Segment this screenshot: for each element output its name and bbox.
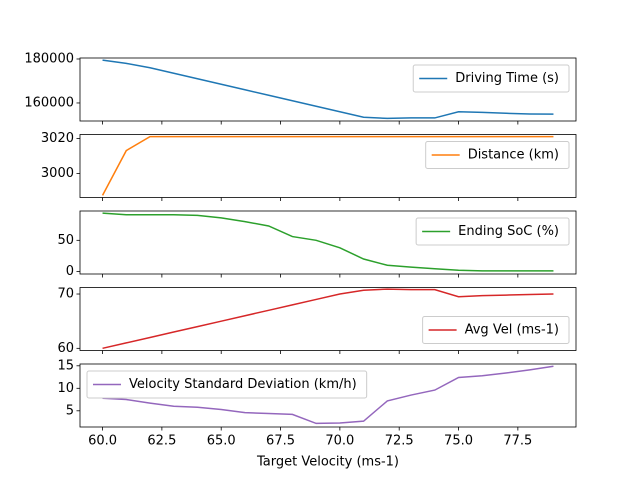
legend-box	[422, 316, 570, 344]
line	[102, 365, 554, 425]
legend-label: Velocity Standard Deviation (km/h)	[129, 377, 357, 392]
legend-box	[425, 141, 570, 169]
legend-box	[415, 217, 570, 246]
legend-label: Distance (km)	[468, 148, 559, 163]
legend-box	[412, 64, 570, 93]
y-tick-label: 50	[57, 233, 74, 248]
axes-frame	[79, 210, 577, 275]
subplot: 3000 3020 Distance (km)	[41, 131, 577, 201]
y-tick-label: 3000	[41, 166, 74, 181]
x-axis-label: Target Velocity (ms-1)	[256, 455, 399, 470]
legend: Driving Time (s)	[412, 64, 570, 93]
y-tick-label: 0	[66, 264, 74, 279]
legend-label: Ending SoC (%)	[458, 224, 559, 239]
subplot: 0 50 Ending SoC (%)	[57, 210, 577, 279]
x-tick-label: 60.0	[88, 434, 117, 449]
y-tick-label: 3020	[41, 131, 74, 146]
y-tick-label: 180000	[24, 51, 74, 66]
subplot: 160000 180000 Driving Time (s)	[24, 51, 577, 125]
y-tick-label: 70	[57, 287, 74, 302]
legend-box	[86, 370, 368, 399]
subplot: 5 10 15 60.0 62.5 65.0 67.5 70.0 72.5 75.0 77.5 Tar…	[57, 358, 577, 470]
y-tick-label: 15	[57, 358, 74, 373]
y-tick-label: 10	[57, 381, 74, 396]
legend: Avg Vel (ms-1)	[422, 316, 570, 344]
axes-frame	[79, 363, 577, 428]
x-tick-label: 75.0	[444, 434, 473, 449]
x-tick-label: 77.5	[503, 434, 532, 449]
legend-label: Avg Vel (ms-1)	[465, 323, 559, 338]
line	[102, 59, 554, 120]
x-tick-label: 67.5	[266, 434, 295, 449]
axes-frame	[79, 57, 577, 122]
line	[102, 212, 554, 272]
line	[102, 288, 554, 350]
legend: Velocity Standard Deviation (km/h)	[86, 370, 368, 399]
legend: Ending SoC (%)	[415, 217, 570, 246]
x-tick-label: 65.0	[207, 434, 236, 449]
axes-frame	[79, 134, 577, 198]
y-tick-label: 60	[57, 341, 74, 356]
y-tick-label: 160000	[24, 95, 74, 110]
x-tick-label: 72.5	[385, 434, 414, 449]
line	[101, 135, 554, 196]
subplot: 60 70 Avg Vel (ms-1)	[57, 287, 577, 356]
x-tick-label: 62.5	[147, 434, 176, 449]
legend: Distance (km)	[425, 141, 570, 169]
y-tick-label: 5	[66, 403, 74, 418]
legend-label: Driving Time (s)	[455, 71, 559, 86]
axes-frame	[79, 287, 577, 351]
x-tick-label: 70.0	[325, 434, 354, 449]
